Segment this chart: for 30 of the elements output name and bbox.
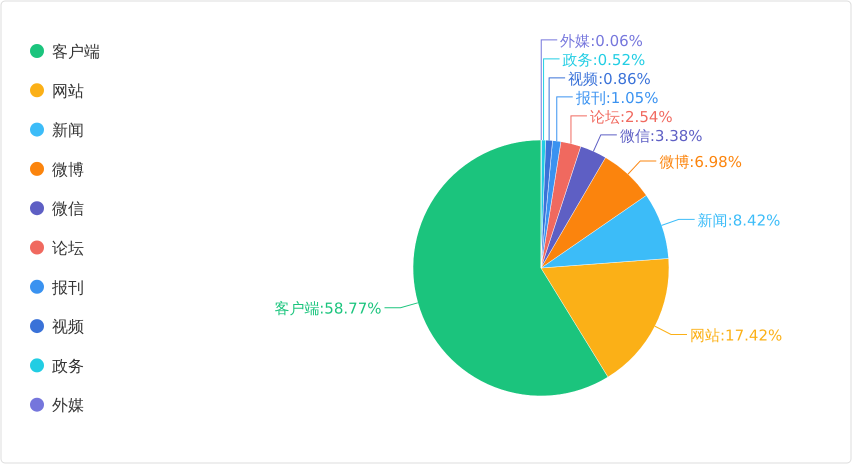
legend-label: 客户端	[52, 42, 100, 61]
slice-label: 政务	[562, 50, 593, 69]
legend-label: 报刊	[51, 278, 84, 297]
data-label: :6.98%	[689, 152, 742, 171]
legend-label: 微博	[52, 160, 84, 179]
legend-label: 论坛	[52, 238, 84, 258]
data-label: :58.77%	[319, 300, 382, 318]
slice-label: 论坛	[590, 108, 620, 126]
data-label: :0.06%	[590, 32, 643, 50]
legend-label: 视频	[52, 317, 84, 336]
slice-label: 外媒	[560, 32, 590, 50]
legend-label: 微信	[52, 199, 84, 218]
slice-label: 新闻	[698, 211, 728, 230]
slice-label: 微博	[659, 152, 690, 171]
data-label: :0.52%	[592, 50, 646, 69]
data-label: :2.54%	[620, 108, 673, 126]
slice-label: 报刊	[574, 88, 606, 107]
legend-label: 网站	[52, 81, 84, 100]
slice-label: 客户端	[274, 300, 320, 318]
legend-label: 新闻	[52, 120, 84, 140]
slice-label: 微信	[620, 126, 650, 145]
slice-label: 视频	[568, 70, 598, 88]
data-label: :3.38%	[650, 126, 703, 145]
legend-label: 政务	[52, 356, 84, 376]
data-label: :0.86%	[598, 70, 651, 88]
data-label: :17.42%	[720, 326, 782, 344]
slice-label: 网站	[690, 326, 720, 344]
legend-label: 外媒	[52, 396, 84, 415]
data-label: :1.05%	[606, 88, 658, 107]
data-label: :8.42%	[728, 211, 780, 230]
